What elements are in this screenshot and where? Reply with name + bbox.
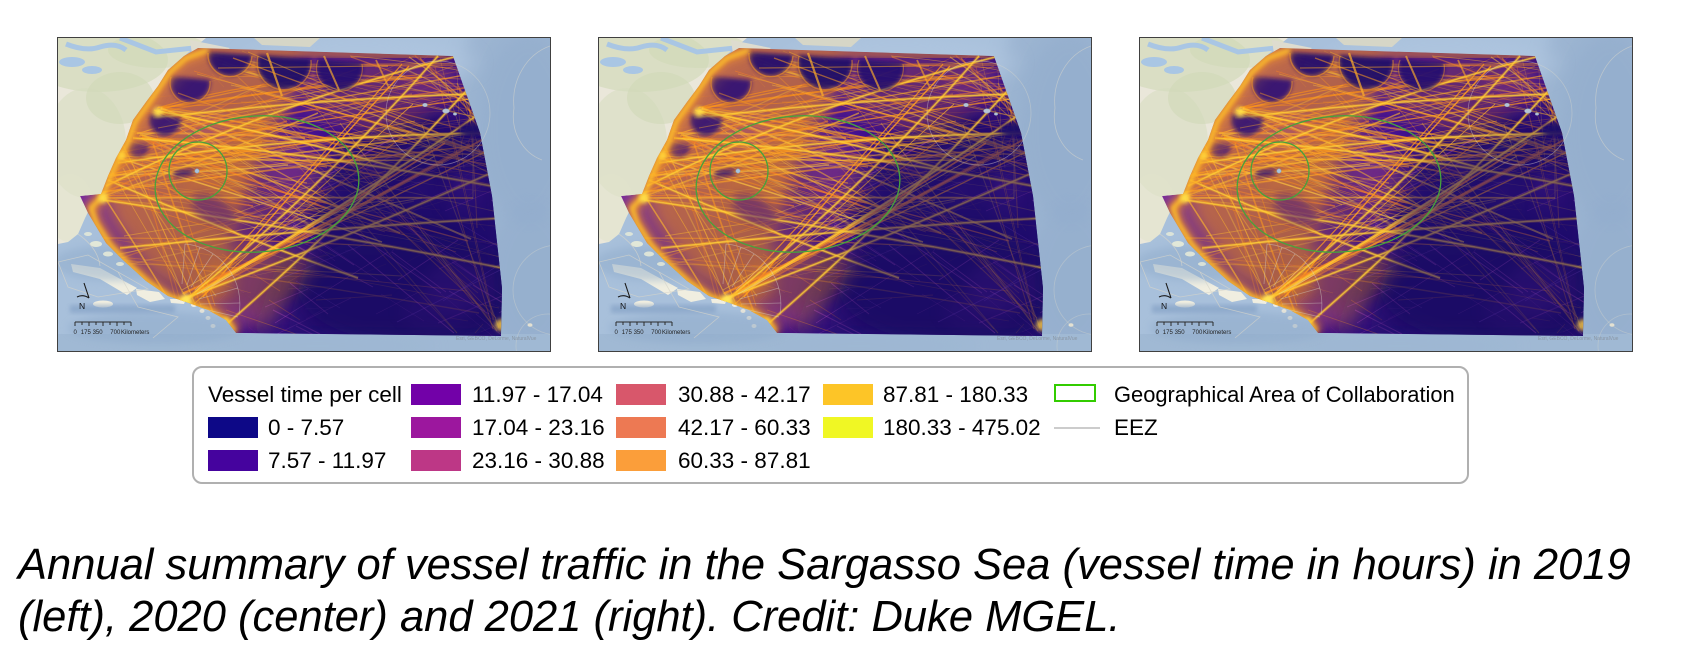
svg-text:175: 175: [1163, 330, 1174, 336]
svg-text:N: N: [79, 301, 85, 311]
svg-text:Kilometers: Kilometers: [121, 330, 149, 336]
svg-text:175: 175: [81, 330, 92, 336]
svg-text:700: 700: [651, 330, 662, 336]
svg-text:Kilometers: Kilometers: [1203, 330, 1231, 336]
svg-text:175: 175: [622, 330, 633, 336]
svg-text:0: 0: [74, 330, 78, 336]
svg-text:350: 350: [1175, 330, 1186, 336]
svg-text:700: 700: [110, 330, 121, 336]
svg-text:0: 0: [615, 330, 619, 336]
svg-text:350: 350: [93, 330, 104, 336]
svg-text:700: 700: [1192, 330, 1203, 336]
svg-text:350: 350: [634, 330, 645, 336]
svg-text:Esri, GEBCO, DeLorme, NaturalV: Esri, GEBCO, DeLorme, NaturalVue: [1538, 336, 1619, 342]
svg-text:N: N: [620, 301, 626, 311]
svg-text:N: N: [1161, 301, 1167, 311]
svg-text:0: 0: [1156, 330, 1160, 336]
svg-text:Kilometers: Kilometers: [662, 330, 690, 336]
svg-text:Esri, GEBCO, DeLorme, NaturalV: Esri, GEBCO, DeLorme, NaturalVue: [456, 336, 537, 342]
svg-text:Esri, GEBCO, DeLorme, NaturalV: Esri, GEBCO, DeLorme, NaturalVue: [997, 336, 1078, 342]
